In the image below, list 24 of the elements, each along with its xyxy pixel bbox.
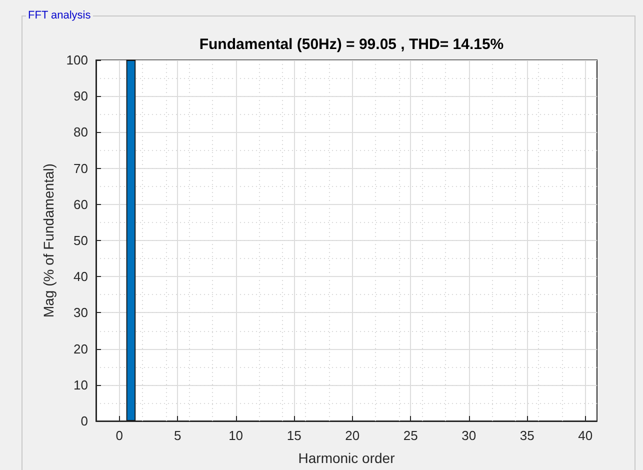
y-tick-label: 80 — [74, 124, 88, 140]
text: FFT analysis — [28, 10, 92, 22]
x-tick-label: 25 — [403, 428, 418, 443]
y-tick-label: 100 — [66, 52, 88, 68]
x-axis-title: Harmonic order — [298, 450, 396, 466]
y-tick-label: 60 — [74, 196, 88, 212]
x-tick-label: 30 — [462, 428, 476, 443]
x-tick-label: 10 — [228, 428, 244, 443]
y-tick-label: 90 — [74, 88, 88, 104]
y-tick-label: 70 — [74, 160, 88, 176]
chart-title: Fundamental (50Hz) = 99.05 , THD= 14.15% — [199, 36, 504, 53]
y-tick-label: 0 — [80, 414, 88, 428]
x-tick-label: 35 — [520, 428, 534, 443]
x-tick-label: 20 — [345, 428, 360, 443]
y-axis-title: Mag (% of Fundamental) — [40, 163, 56, 318]
x-tick-label: 40 — [578, 428, 593, 443]
y-tick-label: 10 — [74, 377, 88, 392]
y-tick-label: 50 — [74, 233, 88, 248]
y-tick-label: 40 — [74, 269, 88, 284]
x-tick-label: 0 — [116, 428, 123, 443]
y-tick-label: 20 — [74, 341, 88, 356]
x-tick-label: 5 — [174, 428, 182, 443]
y-tick-label: 30 — [74, 305, 88, 320]
x-tick-label: 15 — [286, 428, 302, 443]
